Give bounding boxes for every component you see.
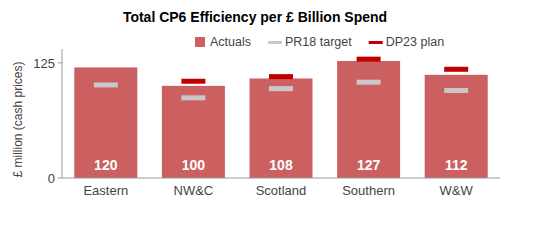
y-tick (58, 62, 62, 63)
legend-swatch (369, 41, 383, 44)
data-label: 108 (269, 157, 293, 173)
x-tick-label: NW&C (174, 183, 214, 198)
legend-swatch (195, 37, 205, 47)
y-tick-label: 0 (48, 171, 55, 186)
marker-dash (269, 74, 293, 79)
marker-dash (269, 86, 293, 91)
y-tick (58, 178, 62, 179)
bar (250, 78, 313, 178)
data-label: 112 (445, 157, 468, 173)
chart: Total CP6 Efficiency per £ Billion Spend… (0, 0, 557, 225)
marker-dash (181, 95, 205, 100)
legend-swatch (268, 41, 282, 44)
data-label: 120 (94, 157, 118, 173)
legend-item: PR18 target (268, 35, 352, 49)
bar (74, 67, 137, 178)
y-axis-line (62, 49, 63, 178)
marker-dash (357, 80, 381, 85)
marker-dash (94, 82, 118, 87)
y-axis-label: £ million (cash prices) (11, 61, 25, 177)
legend-label: Actuals (210, 35, 251, 49)
marker-dash (444, 88, 468, 93)
marker-dash (181, 79, 205, 84)
x-axis-line (62, 178, 500, 179)
bar (425, 75, 488, 178)
x-tick-label: Scotland (256, 183, 307, 198)
y-tick-label: 125 (33, 56, 55, 71)
marker-dash (444, 67, 468, 72)
legend-label: PR18 target (285, 35, 352, 49)
legend-item: DP23 plan (369, 35, 444, 49)
plot-area (74, 57, 487, 178)
x-tick-label: Eastern (83, 183, 128, 198)
bar (337, 61, 400, 178)
marker-dash (357, 57, 381, 62)
title: Total CP6 Efficiency per £ Billion Spend (123, 9, 387, 25)
x-tick-label: W&W (440, 183, 474, 198)
legend-item: Actuals (195, 35, 251, 49)
bar (162, 86, 225, 178)
data-label: 127 (357, 157, 381, 173)
x-tick-label: Southern (342, 183, 395, 198)
legend-label: DP23 plan (386, 35, 444, 49)
data-label: 100 (182, 157, 206, 173)
